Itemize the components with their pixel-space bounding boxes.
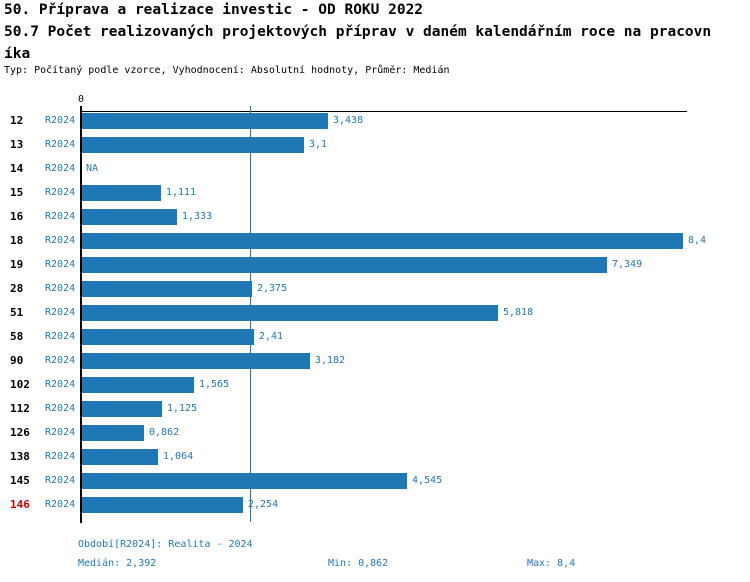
bar (82, 257, 607, 273)
bar-value-label: NA (86, 163, 99, 174)
bar (82, 473, 407, 489)
bar (82, 137, 304, 153)
bar (82, 497, 243, 513)
row-period-label: R2024 (45, 259, 76, 270)
bar-value-label: 3,1 (309, 139, 328, 150)
row-category-label: 138 (10, 450, 30, 463)
bar-value-label: 2,375 (257, 283, 288, 294)
report-meta-line: Typ: Počítaný podle vzorce, Vyhodnocení:… (4, 65, 450, 76)
bar (82, 281, 252, 297)
row-category-label: 51 (10, 306, 24, 319)
bar-value-label: 1,333 (182, 211, 213, 222)
row-category-label: 112 (10, 402, 30, 415)
bar-value-label: 4,545 (412, 475, 443, 486)
report-title-line2: 50.7 Počet realizovaných projektových př… (4, 24, 712, 40)
bar (82, 377, 194, 393)
bar (82, 353, 310, 369)
bar-value-label: 8,4 (688, 235, 707, 246)
row-category-label: 145 (10, 474, 30, 487)
row-category-label: 90 (10, 354, 24, 367)
row-period-label: R2024 (45, 139, 76, 150)
row-period-label: R2024 (45, 499, 76, 510)
bar (82, 209, 177, 225)
bar (82, 185, 161, 201)
bar-value-label: 2,254 (248, 499, 279, 510)
footer-min-value: Min: 0,862 (328, 558, 389, 569)
bar-value-label: 2,41 (259, 331, 284, 342)
bar-value-label: 1,125 (167, 403, 198, 414)
bar-value-label: 7,349 (612, 259, 643, 270)
x-axis-zero-tick-label: 0 (77, 94, 85, 105)
row-period-label: R2024 (45, 331, 76, 342)
footer-median-value: Medián: 2,392 (78, 558, 157, 569)
footer-max-value: Max: 8,4 (527, 558, 576, 569)
row-period-label: R2024 (45, 283, 76, 294)
report-title-line3: íka (4, 46, 31, 62)
row-period-label: R2024 (45, 115, 76, 126)
bar-value-label: 3,182 (315, 355, 346, 366)
report-title-line1: 50. Příprava a realizace investic - OD R… (4, 2, 424, 18)
bar (82, 113, 328, 129)
bar (82, 329, 254, 345)
footer-period-info: Období[R2024]: Realita - 2024 (78, 539, 253, 550)
row-category-label: 14 (10, 162, 24, 175)
row-category-label: 12 (10, 114, 24, 127)
row-period-label: R2024 (45, 355, 76, 366)
row-period-label: R2024 (45, 163, 76, 174)
chart-top-border-line (80, 111, 687, 112)
bar (82, 305, 498, 321)
row-period-label: R2024 (45, 403, 76, 414)
row-period-label: R2024 (45, 187, 76, 198)
row-category-label: 28 (10, 282, 24, 295)
bar-value-label: 1,565 (199, 379, 230, 390)
row-period-label: R2024 (45, 307, 76, 318)
bar (82, 425, 144, 441)
row-period-label: R2024 (45, 379, 76, 390)
bar (82, 449, 158, 465)
row-category-label: 13 (10, 138, 24, 151)
row-period-label: R2024 (45, 451, 76, 462)
bar (82, 233, 683, 249)
bar-value-label: 5,818 (503, 307, 534, 318)
row-category-label: 102 (10, 378, 30, 391)
row-period-label: R2024 (45, 475, 76, 486)
bar-value-label: 3,438 (333, 115, 364, 126)
row-category-label: 58 (10, 330, 24, 343)
row-period-label: R2024 (45, 427, 76, 438)
row-category-label: 15 (10, 186, 24, 199)
row-category-label: 146 (10, 498, 30, 511)
bar-value-label: 1,064 (163, 451, 194, 462)
bar-value-label: 0,862 (149, 427, 180, 438)
y-axis-line (80, 106, 82, 523)
row-period-label: R2024 (45, 211, 76, 222)
row-category-label: 19 (10, 258, 24, 271)
row-category-label: 18 (10, 234, 24, 247)
bar (82, 401, 162, 417)
row-category-label: 126 (10, 426, 30, 439)
row-period-label: R2024 (45, 235, 76, 246)
bar-value-label: 1,111 (166, 187, 197, 198)
row-category-label: 16 (10, 210, 24, 223)
